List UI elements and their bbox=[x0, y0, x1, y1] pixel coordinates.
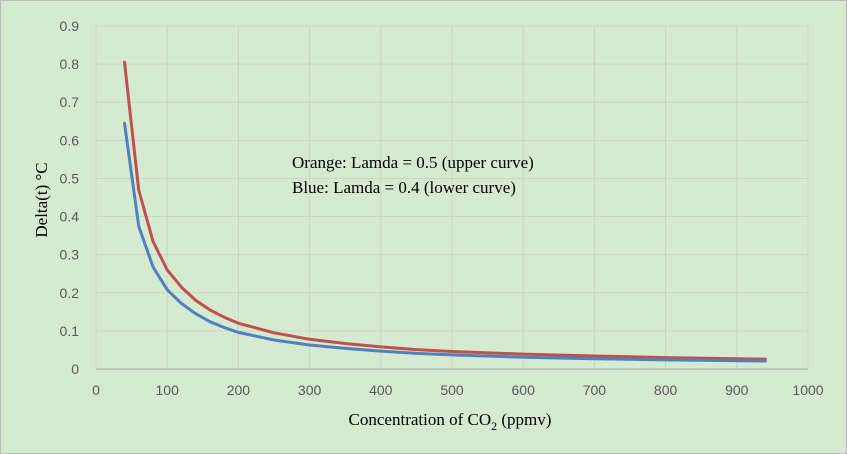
x-tick-label: 400 bbox=[369, 382, 393, 398]
series-lines bbox=[123, 60, 767, 363]
x-axis-title: Concentration of CO2 (ppmv) bbox=[349, 410, 552, 433]
x-tick-label: 100 bbox=[156, 382, 180, 398]
y-tick-label: 0.4 bbox=[60, 209, 80, 225]
y-tick-label: 0 bbox=[71, 361, 79, 377]
y-tick-label: 0.2 bbox=[60, 285, 80, 301]
gridlines bbox=[95, 25, 809, 370]
x-tick-labels: 0 100 200 300 400 500 600 700 800 900 1000 bbox=[92, 382, 824, 398]
annotation-orange: Orange: Lamda = 0.5 (upper curve) bbox=[292, 153, 534, 172]
x-tick-label: 1000 bbox=[792, 382, 823, 398]
x-tick-label: 0 bbox=[92, 382, 100, 398]
x-tick-label: 200 bbox=[227, 382, 251, 398]
x-tick-label: 800 bbox=[654, 382, 678, 398]
series-line-orange bbox=[123, 60, 767, 361]
x-tick-label: 600 bbox=[512, 382, 536, 398]
annotation-blue: Blue: Lamda = 0.4 (lower curve) bbox=[292, 178, 516, 197]
y-axis-title: Delta(t) °C bbox=[32, 162, 51, 237]
x-tick-label: 300 bbox=[298, 382, 322, 398]
x-tick-label: 500 bbox=[440, 382, 464, 398]
y-tick-label: 0.1 bbox=[60, 323, 80, 339]
y-tick-label: 0.5 bbox=[60, 170, 80, 186]
x-tick-label: 700 bbox=[583, 382, 607, 398]
y-tick-label: 0.6 bbox=[60, 132, 80, 148]
y-tick-label: 0.7 bbox=[60, 94, 80, 110]
y-tick-label: 0.3 bbox=[60, 247, 80, 263]
x-tick-label: 900 bbox=[725, 382, 749, 398]
y-tick-label: 0.9 bbox=[60, 18, 80, 34]
y-tick-label: 0.8 bbox=[60, 56, 80, 72]
y-tick-labels: 0 0.1 0.2 0.3 0.4 0.5 0.6 0.7 0.8 0.9 bbox=[60, 18, 80, 377]
series-line-blue bbox=[123, 121, 767, 363]
